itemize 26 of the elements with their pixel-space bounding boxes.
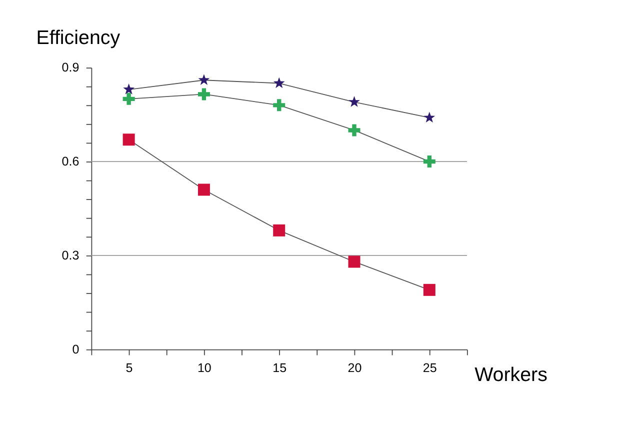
point: [273, 99, 286, 112]
y-tick-label: 0.6: [62, 154, 80, 169]
point: [198, 74, 210, 85]
point: [348, 256, 360, 268]
y-tick-label: 0: [72, 342, 80, 356]
x-tick-label: 25: [422, 361, 437, 376]
point: [198, 184, 210, 196]
x-tick-label: 15: [272, 361, 287, 376]
point: [423, 284, 436, 296]
x-axis-title: Workers: [474, 364, 548, 386]
point: [123, 84, 135, 94]
point: [198, 88, 210, 100]
point: [122, 92, 135, 105]
point: [122, 134, 135, 146]
point: [273, 224, 286, 236]
y-axis-title: Efficiency: [36, 26, 120, 49]
x-tick-label: 10: [197, 361, 212, 376]
point: [348, 96, 360, 107]
point: [348, 124, 360, 136]
y-tick-label: 0.3: [62, 248, 80, 262]
x-tick-label: 5: [126, 361, 133, 376]
point: [424, 112, 436, 123]
y-tick-label: 0.9: [62, 60, 80, 75]
x-tick-label: 20: [348, 361, 362, 376]
point: [273, 77, 285, 88]
point: [423, 156, 436, 168]
